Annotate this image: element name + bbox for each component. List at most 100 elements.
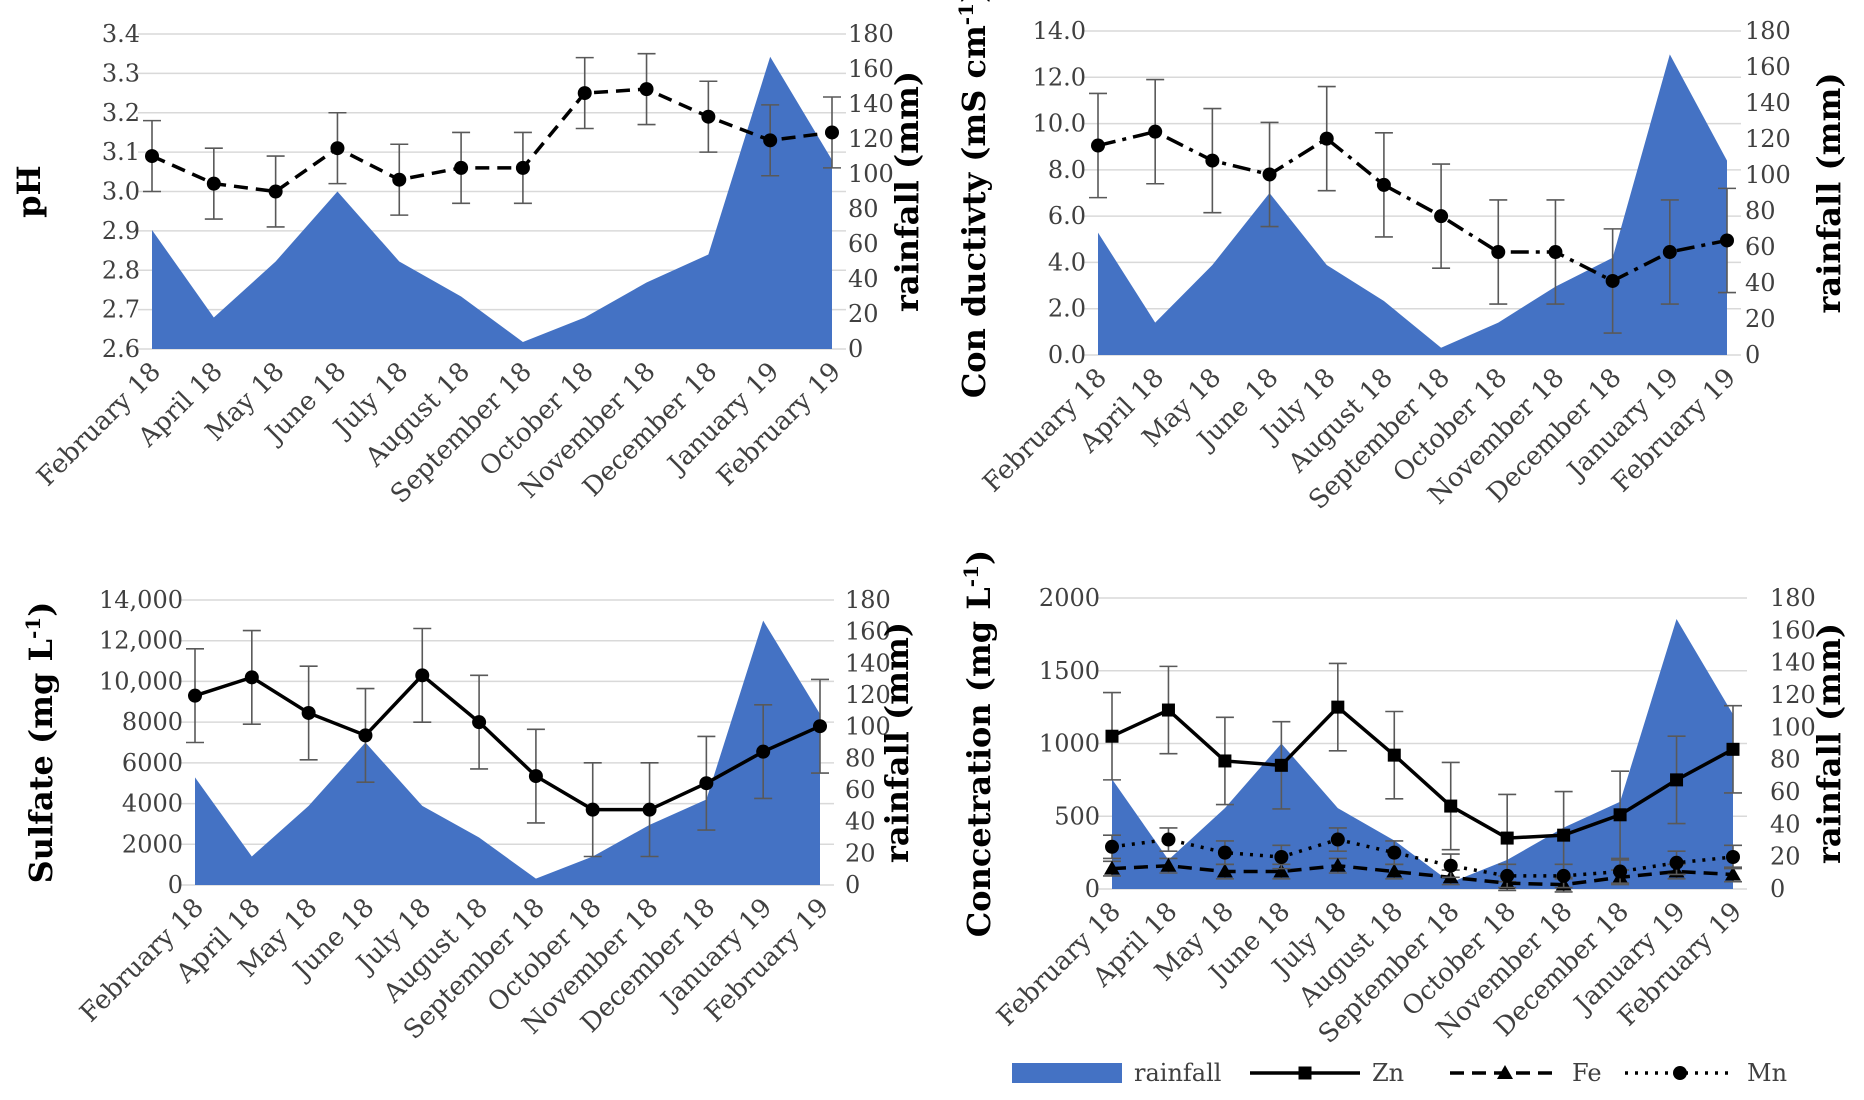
data-point xyxy=(1725,866,1741,881)
y-tick-label: 14.0 xyxy=(1033,17,1086,45)
series-line xyxy=(1111,863,1734,887)
data-point xyxy=(756,744,771,759)
data-point xyxy=(515,160,530,175)
y2-tick-label: 160 xyxy=(1745,53,1791,81)
data-point xyxy=(1205,153,1220,168)
series-ph xyxy=(143,52,841,228)
data-point xyxy=(1105,839,1119,854)
data-point xyxy=(206,176,221,191)
data-point xyxy=(1091,138,1105,153)
data-point xyxy=(1376,177,1391,192)
y-axis-label: Sulfate (mg L-1) xyxy=(21,602,60,884)
rainfall-area xyxy=(195,620,820,885)
data-point xyxy=(1387,748,1401,762)
legend-swatch-rainfall xyxy=(1012,1063,1122,1083)
y-tick-label: 1000 xyxy=(1039,730,1100,758)
y-axis-label: pH xyxy=(10,165,48,218)
data-point xyxy=(145,149,159,164)
data-point xyxy=(699,776,714,791)
legend-marker xyxy=(1497,1065,1513,1079)
data-point xyxy=(268,184,283,199)
y-axis-label-end: ) xyxy=(955,0,993,3)
data-point xyxy=(454,160,469,175)
data-point xyxy=(825,125,839,140)
y-tick-label: 8.0 xyxy=(1048,156,1086,184)
y-tick-label: 0 xyxy=(168,871,183,899)
y-axis-label-end: ) xyxy=(22,602,60,617)
data-point xyxy=(1329,857,1346,872)
y2-tick-label: 0 xyxy=(1770,875,1785,903)
y-tick-label: 3.4 xyxy=(102,20,140,48)
rainfall-area xyxy=(152,56,832,349)
data-point xyxy=(528,769,543,784)
y2-tick-label: 40 xyxy=(845,808,876,836)
data-point xyxy=(1386,863,1403,878)
data-point xyxy=(1148,124,1163,139)
data-point xyxy=(701,109,716,124)
y2-axis-label: rainfall (mm) xyxy=(1810,73,1848,314)
data-point xyxy=(1104,860,1120,875)
data-point xyxy=(1726,742,1740,756)
legend-label: Mn xyxy=(1747,1059,1787,1087)
y-tick-label: 2.9 xyxy=(102,217,140,245)
y-tick-label: 4.0 xyxy=(1048,248,1086,276)
legend-marker xyxy=(1298,1066,1312,1080)
y2-tick-label: 100 xyxy=(1770,713,1816,741)
data-point xyxy=(1319,131,1334,146)
y2-axis-label: rainfall (mm) xyxy=(888,71,926,312)
y2-tick-label: 80 xyxy=(845,744,876,772)
data-point xyxy=(1331,700,1345,714)
data-point xyxy=(1613,808,1627,822)
data-point xyxy=(1218,754,1232,768)
data-point xyxy=(1669,855,1684,870)
y2-tick-label: 100 xyxy=(1745,161,1791,189)
data-point xyxy=(415,668,430,683)
legend-item-rainfall: rainfall xyxy=(1012,1059,1221,1087)
data-point xyxy=(392,172,407,187)
y-axis-label: Concetration (mg L-1) xyxy=(959,550,998,937)
y2-tick-label: 20 xyxy=(845,839,876,867)
y-tick-label: 6000 xyxy=(122,749,183,777)
y2-tick-label: 180 xyxy=(848,20,894,48)
data-point xyxy=(1105,729,1119,743)
legend-label: Fe xyxy=(1572,1059,1602,1087)
data-point xyxy=(1557,828,1571,842)
series-mn xyxy=(1103,827,1742,889)
y2-tick-label: 140 xyxy=(1770,649,1816,677)
y2-tick-label: 0 xyxy=(845,871,860,899)
y2-tick-label: 20 xyxy=(1745,305,1776,333)
data-point xyxy=(1443,858,1458,873)
y2-tick-label: 40 xyxy=(1745,269,1776,297)
data-point xyxy=(188,688,202,703)
y-tick-label: 2000 xyxy=(122,830,183,858)
y2-tick-label: 80 xyxy=(1770,746,1801,774)
y-tick-label: 0 xyxy=(1085,875,1100,903)
data-point xyxy=(1217,845,1232,860)
y-tick-label: 2.8 xyxy=(102,256,140,284)
y2-tick-label: 20 xyxy=(1770,843,1801,871)
y-tick-label: 4000 xyxy=(122,790,183,818)
data-point xyxy=(1613,864,1628,879)
y2-tick-label: 160 xyxy=(1770,616,1816,644)
data-point xyxy=(1434,209,1449,224)
data-point xyxy=(330,141,345,156)
y2-tick-label: 140 xyxy=(848,90,894,118)
y2-tick-label: 0 xyxy=(1745,341,1760,369)
data-point xyxy=(639,82,654,97)
data-point xyxy=(358,728,373,743)
data-point xyxy=(244,670,259,685)
y-axis-label-main: Concetration (mg L xyxy=(960,587,998,937)
y2-tick-label: 60 xyxy=(848,230,879,258)
y2-tick-label: 180 xyxy=(1770,584,1816,612)
y2-tick-label: 60 xyxy=(1745,233,1776,261)
data-point xyxy=(585,802,600,817)
data-point xyxy=(1556,868,1571,883)
data-point xyxy=(1160,857,1177,872)
series-line xyxy=(1097,129,1728,283)
y-axis-label-main: Con ductivty (mS cm xyxy=(955,25,993,398)
data-point xyxy=(642,802,657,817)
y-axis-label-sup: -1 xyxy=(954,3,978,25)
data-point xyxy=(472,715,487,730)
data-point xyxy=(1161,832,1176,847)
